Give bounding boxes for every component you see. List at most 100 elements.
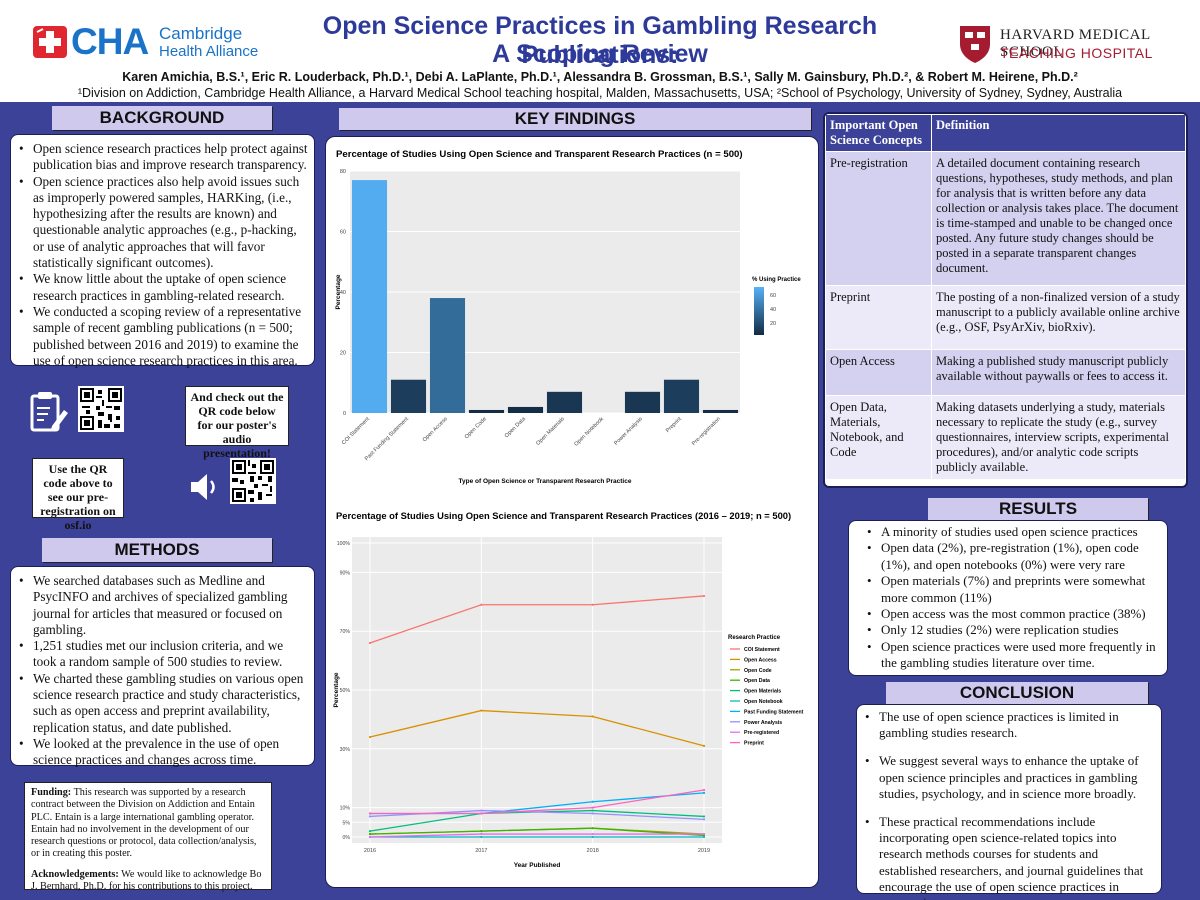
methods-heading: METHODS [42, 538, 272, 562]
line-y-tick-label: 100% [337, 541, 351, 547]
ack-paragraph: Acknowledgements: We would like to ackno… [31, 869, 265, 894]
bar-past-funding-statement [390, 379, 427, 413]
series-point [368, 812, 372, 815]
concept-row: Open Data, Materials, Notebook, and Code… [825, 395, 1186, 480]
poster-body: BACKGROUND Open science research practic… [0, 102, 1200, 900]
bar-y-tick-label: 80 [340, 169, 346, 175]
bar-chart-title: Percentage of Studies Using Open Science… [336, 149, 743, 160]
concept-definition: Making datasets underlying a study, mate… [931, 395, 1186, 480]
line-legend-label: Open Code [744, 668, 772, 674]
bar-legend-tick: 40 [770, 307, 776, 313]
bar-y-tick-label: 20 [340, 351, 346, 357]
audio-qr-note: And check out the QR code below for our … [185, 386, 289, 460]
ack-label: Acknowledgements: [31, 868, 119, 880]
series-point [702, 835, 706, 839]
key-findings-box: Percentage of Studies Using Open Science… [325, 136, 819, 888]
concept-definition: A detailed document containing research … [931, 151, 1186, 286]
background-box: Open science research practices help pro… [10, 134, 315, 369]
hms-logo-line1: HARVARD MEDICAL SCHOOL [1000, 27, 1151, 60]
line-y-tick-label: 5% [343, 820, 351, 826]
bar-open-access [429, 298, 466, 413]
concept-term: Open Data, Materials, Notebook, and Code [825, 395, 932, 480]
concepts-table-box: Important Open Science Concepts Definiti… [823, 112, 1188, 488]
line-x-tick-label: 2016 [364, 848, 376, 854]
line-y-tick-label: 70% [340, 629, 351, 635]
line-legend-label: Pre-registered [744, 730, 779, 736]
concept-definition: The posting of a non-finalized version o… [931, 285, 1186, 350]
series-point [591, 806, 594, 809]
series-point [702, 788, 706, 792]
bar-power-analysis [624, 391, 661, 413]
series-point [368, 641, 372, 645]
line-x-tick-label: 2018 [587, 848, 599, 854]
bar-y-axis-label: Percentage [335, 274, 342, 309]
bar-x-axis-label: Type of Open Science or Transparent Rese… [459, 478, 632, 485]
series-point [702, 791, 706, 794]
series-point [480, 603, 483, 606]
results-bullet: Only 12 studies (2%) were replication st… [867, 622, 1161, 639]
line-legend-label: Power Analysis [744, 720, 782, 726]
line-legend-label: Open Materials [744, 689, 781, 695]
results-bullet: A minority of studies used open science … [867, 524, 1161, 541]
bar-legend-tick: 20 [770, 321, 776, 327]
line-y-tick-label: 50% [340, 688, 351, 694]
bar-legend-title: % Using Practice [752, 277, 801, 283]
concept-row: Pre-registration A detailed document con… [825, 151, 1186, 286]
series-point [480, 835, 483, 839]
bar-open-code [468, 409, 505, 413]
concept-term: Open Access [825, 349, 932, 396]
concept-row: Open Access Making a published study man… [825, 349, 1186, 396]
methods-bullet: We searched databases such as Medline an… [19, 573, 308, 638]
bar-legend-tick: 60 [770, 293, 776, 299]
conclusion-bullet: We suggest several ways to enhance the u… [865, 753, 1155, 802]
ack-text: We would like to acknowledge Bo J. Bernh… [31, 868, 262, 893]
conclusion-bullet: The use of open science practices is lim… [865, 709, 1155, 741]
series-point [368, 835, 372, 839]
bar-y-tick-label: 40 [340, 290, 346, 296]
funding-box: Funding: This research was supported by … [24, 782, 272, 892]
series-point [480, 812, 483, 815]
conclusion-box: The use of open science practices is lim… [856, 704, 1162, 900]
line-x-tick-label: 2017 [475, 848, 487, 854]
concepts-col1-header: Important Open Science Concepts [825, 114, 932, 152]
series-point [702, 832, 706, 836]
bar-pre-registration [702, 409, 739, 413]
series-point [480, 830, 483, 833]
results-heading: RESULTS [928, 498, 1148, 520]
poster-title-line1: Open Science Practices in Gambling Resea… [322, 12, 878, 69]
concepts-header-row: Important Open Science Concepts Definiti… [825, 114, 1186, 152]
prereg-qr-code[interactable] [78, 386, 124, 432]
cha-cross-icon [33, 26, 67, 58]
bar-x-tick-label: Open Notebook [573, 416, 605, 448]
line-y-tick-label: 0% [343, 835, 351, 841]
series-point [591, 832, 594, 836]
series-point [702, 744, 706, 747]
line-legend-label: Past Funding Statement [744, 709, 804, 715]
conclusion-heading: CONCLUSION [886, 682, 1148, 704]
background-bullet: We conducted a scoping review of a repre… [19, 304, 308, 369]
line-chart-title: Percentage of Studies Using Open Science… [336, 510, 791, 521]
series-point [591, 812, 594, 815]
background-bullet: Open science practices also help avoid i… [19, 174, 308, 272]
concept-definition: Making a published study manuscript publ… [931, 349, 1186, 396]
author-list: Karen Amichia, B.S.¹, Eric R. Louderback… [122, 70, 1078, 84]
background-list: Open science research practices help pro… [19, 141, 308, 369]
line-legend-label: Open Data [744, 678, 770, 684]
series-line-open-access [369, 709, 705, 747]
bar-x-tick-label: COI Statement [341, 416, 371, 446]
audio-qr-code[interactable] [230, 458, 276, 504]
series-point [591, 800, 594, 803]
line-y-tick-label: 10% [340, 806, 351, 812]
prereg-qr-note: Use the QR code above to see our pre-reg… [32, 458, 124, 532]
line-x-axis-label: Year Published [514, 862, 561, 869]
results-box: A minority of studies used open science … [848, 520, 1168, 676]
series-point [368, 815, 372, 818]
hms-logo: HARVARD MEDICAL SCHOOL TEACHING HOSPITAL [958, 24, 1188, 68]
results-bullet: Open access was the most common practice… [867, 606, 1161, 623]
line-legend-label: Open Notebook [744, 699, 783, 705]
bar-x-tick-label: Open Data [504, 416, 528, 440]
series-point [591, 715, 594, 718]
bar-chart: Percentage of Studies Using Open Science… [335, 149, 801, 485]
bar-x-tick-label: Power Analysis [613, 416, 644, 447]
hms-logo-line2: TEACHING HOSPITAL [1000, 45, 1153, 61]
